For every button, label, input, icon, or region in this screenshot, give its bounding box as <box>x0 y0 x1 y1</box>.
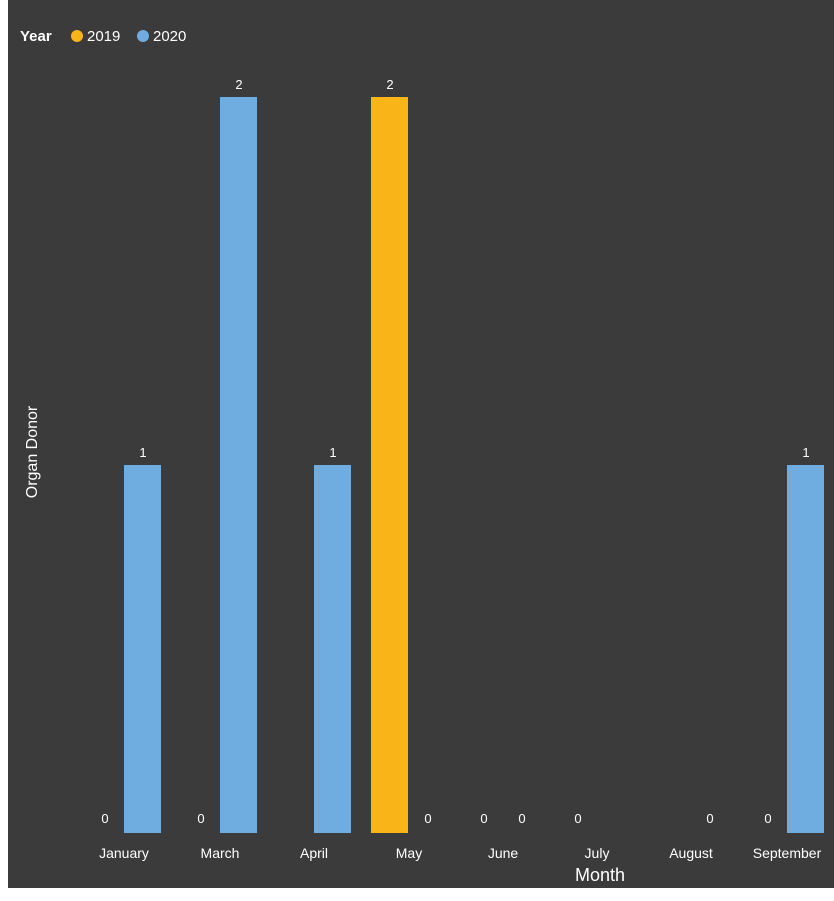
data-label-2020-june: 0 <box>518 811 525 826</box>
legend-swatch-2019 <box>71 30 83 42</box>
bar-2020-january[interactable] <box>124 465 161 833</box>
x-tick-march: March <box>201 845 240 861</box>
data-label-2020-january: 1 <box>139 445 146 460</box>
data-label-2020-august: 0 <box>706 811 713 826</box>
data-label-2020-march: 2 <box>235 77 242 92</box>
x-axis-title: Month <box>575 865 625 885</box>
x-tick-august: August <box>669 845 713 861</box>
data-label-2019-june: 0 <box>480 811 487 826</box>
bars-layer <box>124 97 824 833</box>
x-tick-june: June <box>488 845 519 861</box>
x-tick-april: April <box>300 845 328 861</box>
data-label-2020-september: 1 <box>802 445 809 460</box>
legend-label-2019: 2019 <box>87 28 120 45</box>
page-edge <box>0 0 8 896</box>
bar-2020-march[interactable] <box>220 97 257 833</box>
x-tick-labels: January March April May June July August Septem… <box>99 845 821 861</box>
legend-title: Year <box>20 28 52 45</box>
data-label-2019-september: 0 <box>764 811 771 826</box>
y-axis-title: Organ Donor <box>24 405 41 498</box>
x-tick-july: July <box>585 845 610 861</box>
legend-swatch-2020 <box>137 30 149 42</box>
data-label-2019-march: 0 <box>197 811 204 826</box>
bar-2020-april[interactable] <box>314 465 351 833</box>
data-labels-layer: 0 1 0 2 1 2 0 0 0 0 0 0 1 <box>101 77 809 826</box>
legend-label-2020: 2020 <box>153 28 186 45</box>
data-label-2019-january: 0 <box>101 811 108 826</box>
data-label-2019-may: 2 <box>386 77 393 92</box>
data-label-2020-april: 1 <box>329 445 336 460</box>
x-tick-may: May <box>396 845 422 861</box>
legend[interactable]: Year 2019 2020 <box>20 28 186 45</box>
page-edge-bottom <box>0 888 834 896</box>
bar-2019-may[interactable] <box>371 97 408 833</box>
data-label-2019-july: 0 <box>574 811 581 826</box>
x-tick-september: September <box>753 845 822 861</box>
data-label-2020-may: 0 <box>424 811 431 826</box>
bar-2020-september[interactable] <box>787 465 824 833</box>
x-tick-january: January <box>99 845 149 861</box>
